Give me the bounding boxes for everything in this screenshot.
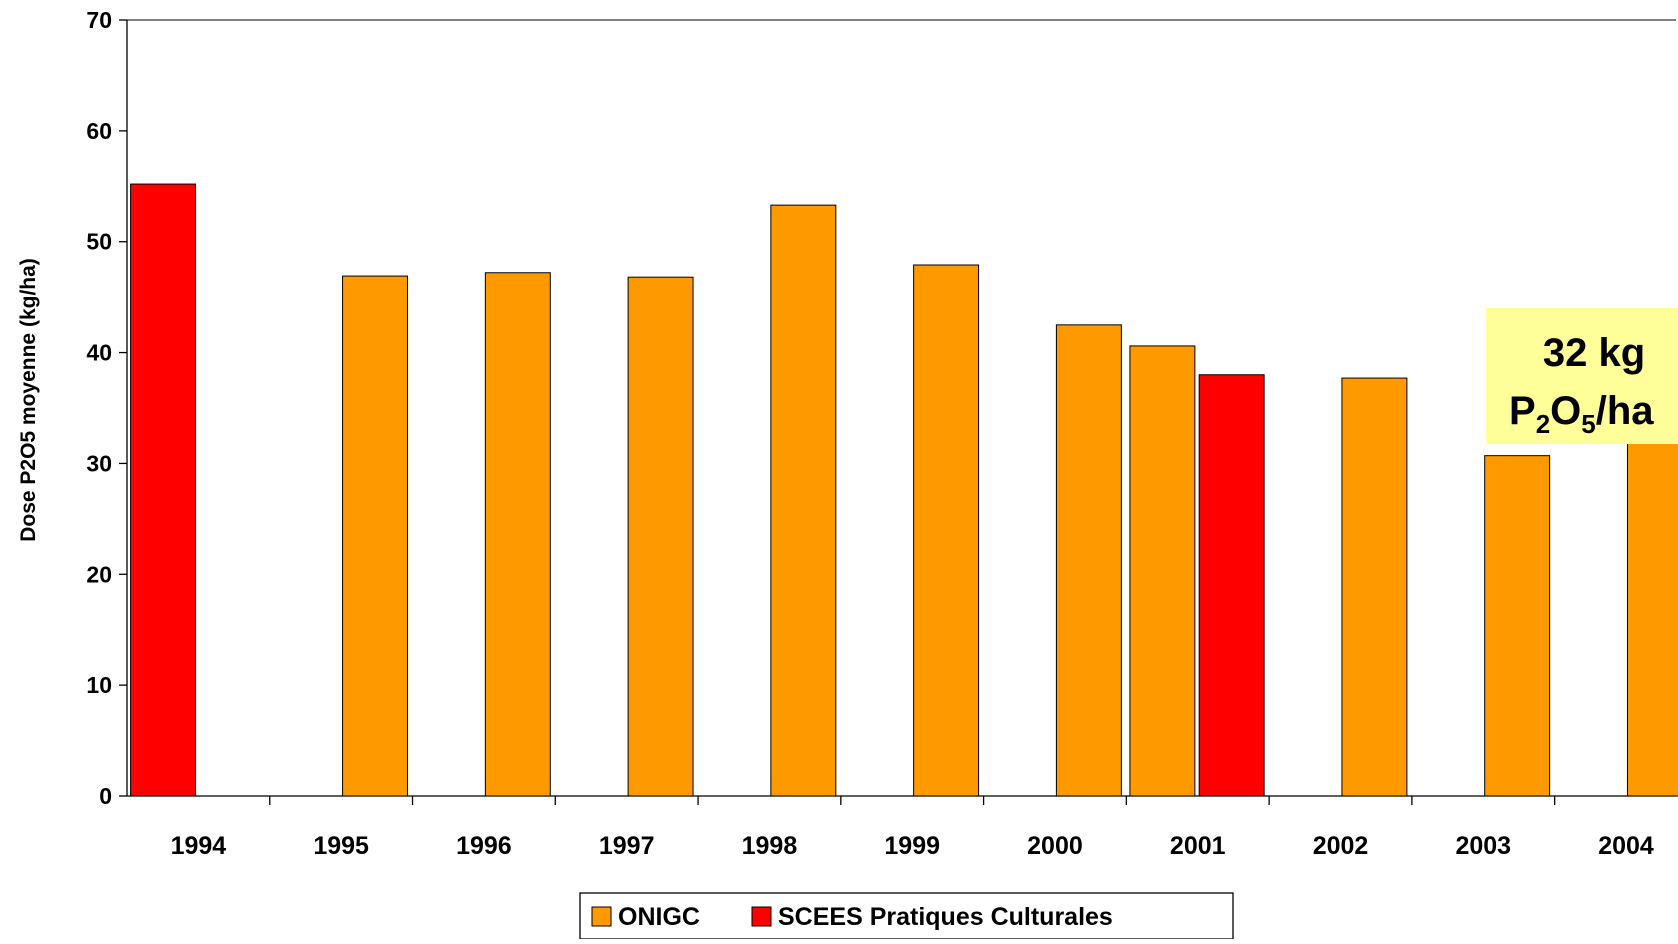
annotation-background — [1486, 308, 1678, 444]
x-tick-label: 1996 — [456, 832, 512, 860]
y-tick-label: 30 — [86, 450, 112, 476]
x-tick-label: 2002 — [1313, 832, 1369, 860]
bars — [130, 183, 1678, 797]
bar-onigc-2001 — [1129, 345, 1196, 797]
x-tick-label: 2004 — [1598, 832, 1654, 860]
bar-onigc-2004 — [1626, 440, 1678, 797]
x-tick-label: 1995 — [313, 832, 369, 860]
bar-onigc-1996 — [484, 272, 551, 797]
bar-scees-2001 — [1198, 374, 1265, 797]
y-axis-title: Dose P2O5 moyenne (kg/ha) — [17, 258, 40, 542]
y-tick-label: 0 — [99, 783, 112, 809]
y-tick-label: 40 — [86, 340, 112, 366]
bar-onigc-1999 — [913, 264, 980, 797]
bar-onigc-1998 — [770, 204, 837, 797]
bar-onigc-1997 — [627, 276, 694, 797]
legend-swatch-onigc — [591, 906, 612, 927]
bar-onigc-1995 — [342, 275, 409, 797]
y-tick-label: 60 — [86, 118, 112, 144]
x-tick-label: 1994 — [171, 832, 227, 860]
x-tick-label: 2001 — [1170, 832, 1226, 860]
legend-label-onigc: ONIGC — [618, 903, 700, 931]
annotation-line-1: 32 kg — [1543, 331, 1645, 375]
x-tick-label: 2003 — [1455, 832, 1511, 860]
x-tick-label: 1997 — [599, 832, 655, 860]
y-tick-label: 10 — [86, 672, 112, 698]
y-tick-label: 20 — [86, 561, 112, 587]
y-tick-label: 70 — [86, 7, 112, 33]
x-tick-label: 1998 — [742, 832, 798, 860]
bar-onigc-2003 — [1484, 455, 1551, 797]
x-tick-label: 2000 — [1027, 832, 1083, 860]
bar-scees-1994 — [130, 183, 197, 797]
legend-label-scees: SCEES Pratiques Culturales — [778, 903, 1113, 931]
annotation-line-2: P2O5/ha — [1509, 389, 1654, 439]
legend-frame — [579, 892, 1234, 940]
annotation-box: 32 kg P2O5/ha — [1486, 308, 1678, 444]
y-tick-label: 50 — [86, 229, 112, 255]
x-tick-label: 1999 — [884, 832, 940, 860]
tick-labels: 0 10 20 30 40 50 60 70 1994 1995 1996 1997 1998 1999 2… — [86, 7, 1654, 860]
bar-onigc-2002 — [1341, 377, 1408, 797]
legend: ONIGC SCEES Pratiques Culturales — [579, 892, 1234, 940]
legend-swatch-scees — [751, 906, 772, 927]
bar-onigc-2000 — [1055, 324, 1122, 797]
